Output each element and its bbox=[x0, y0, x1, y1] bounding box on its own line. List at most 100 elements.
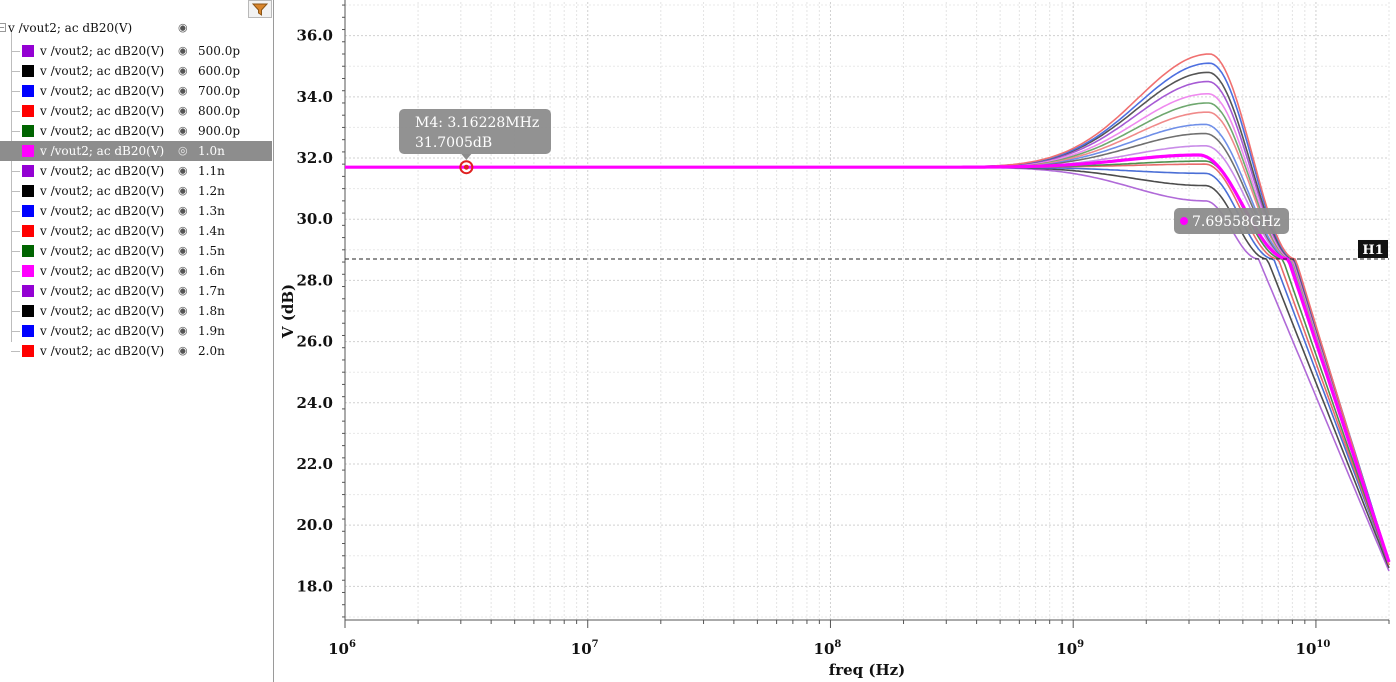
eye-icon[interactable]: ◉ bbox=[178, 204, 188, 217]
eye-icon[interactable]: ◉ bbox=[178, 224, 188, 237]
signal-label: v /vout2; ac dB20(V) bbox=[40, 284, 165, 298]
signal-row[interactable]: v /vout2; ac dB20(V) ◉ 1.7n bbox=[0, 281, 272, 301]
signal-group-label: v /vout2; ac dB20(V) bbox=[8, 21, 133, 35]
color-swatch bbox=[22, 65, 34, 77]
signal-row[interactable]: v /vout2; ac dB20(V) ◉ 1.5n bbox=[0, 241, 272, 261]
tree-branch bbox=[11, 211, 20, 212]
signal-value: 500.0p bbox=[198, 44, 241, 58]
x-tick-base: 10 bbox=[1056, 640, 1077, 658]
signal-value: 700.0p bbox=[198, 84, 241, 98]
x-tick-base: 10 bbox=[571, 640, 592, 658]
eye-icon[interactable]: ◎ bbox=[178, 144, 188, 157]
tree-branch bbox=[11, 171, 20, 172]
h1-tag-box[interactable] bbox=[1358, 239, 1388, 258]
color-swatch bbox=[22, 125, 34, 137]
eye-icon[interactable]: ◉ bbox=[178, 124, 188, 137]
signal-row[interactable]: v /vout2; ac dB20(V) ◉ 1.4n bbox=[0, 221, 272, 241]
eye-icon[interactable]: ◉ bbox=[178, 344, 188, 357]
eye-icon[interactable]: ◉ bbox=[178, 184, 188, 197]
x-tick-exponent: 9 bbox=[1077, 639, 1084, 650]
eye-icon[interactable]: ◉ bbox=[178, 44, 188, 57]
signal-row[interactable]: v /vout2; ac dB20(V) ◉ 1.6n bbox=[0, 261, 272, 281]
color-swatch bbox=[22, 325, 34, 337]
tree-branch bbox=[11, 71, 20, 72]
eye-icon[interactable]: ◉ bbox=[178, 104, 188, 117]
color-swatch bbox=[22, 225, 34, 237]
y-tick-label: 30.0 bbox=[296, 210, 333, 228]
eye-icon[interactable]: ◉ bbox=[178, 21, 188, 34]
signal-row[interactable]: v /vout2; ac dB20(V) ◉ 1.3n bbox=[0, 201, 272, 221]
y-tick-label: 18.0 bbox=[296, 577, 333, 595]
signal-row[interactable]: v /vout2; ac dB20(V) ◉ 700.0p bbox=[0, 81, 272, 101]
signal-value: 1.7n bbox=[198, 284, 225, 298]
marker-f3db-dot bbox=[1180, 217, 1188, 225]
signal-row[interactable]: v /vout2; ac dB20(V) ◉ 900.0p bbox=[0, 121, 272, 141]
signal-label: v /vout2; ac dB20(V) bbox=[40, 84, 165, 98]
x-tick-label: 107 bbox=[571, 639, 599, 658]
signal-value: 1.9n bbox=[198, 324, 225, 338]
signal-label: v /vout2; ac dB20(V) bbox=[40, 124, 165, 138]
signal-label: v /vout2; ac dB20(V) bbox=[40, 344, 165, 358]
tree-branch bbox=[11, 131, 20, 132]
eye-icon[interactable]: ◉ bbox=[178, 64, 188, 77]
x-tick-label: 108 bbox=[814, 639, 842, 658]
signal-row[interactable]: v /vout2; ac dB20(V) ◉ 1.9n bbox=[0, 321, 272, 341]
eye-icon[interactable]: ◉ bbox=[178, 324, 188, 337]
tree-branch bbox=[11, 271, 20, 272]
color-swatch bbox=[22, 85, 34, 97]
h1-tag-label: H1 bbox=[1362, 243, 1383, 258]
color-swatch bbox=[22, 145, 34, 157]
signal-label: v /vout2; ac dB20(V) bbox=[40, 144, 165, 158]
marker-m4-box[interactable] bbox=[399, 109, 551, 154]
tree-branch bbox=[11, 291, 20, 292]
signal-row[interactable]: v /vout2; ac dB20(V) ◉ 800.0p bbox=[0, 101, 272, 121]
signal-row[interactable]: v /vout2; ac dB20(V) ◉ 1.8n bbox=[0, 301, 272, 321]
marker-m4-point[interactable] bbox=[459, 160, 474, 175]
color-swatch bbox=[22, 205, 34, 217]
eye-icon[interactable]: ◉ bbox=[178, 84, 188, 97]
signal-value: 2.0n bbox=[198, 344, 225, 358]
tree-branch bbox=[11, 251, 20, 252]
signal-row[interactable]: v /vout2; ac dB20(V) ◉ 600.0p bbox=[0, 61, 272, 81]
eye-icon[interactable]: ◉ bbox=[178, 304, 188, 317]
signal-row[interactable]: v /vout2; ac dB20(V) ◎ 1.0n bbox=[0, 141, 272, 161]
eye-icon[interactable]: ◉ bbox=[178, 164, 188, 177]
eye-icon[interactable]: ◉ bbox=[178, 264, 188, 277]
x-tick-base: 10 bbox=[328, 640, 349, 658]
tree-line bbox=[11, 32, 12, 342]
signal-row[interactable]: v /vout2; ac dB20(V) ◉ 2.0n bbox=[0, 341, 272, 361]
y-tick-label: 22.0 bbox=[296, 455, 333, 473]
x-tick-exponent: 10 bbox=[1316, 639, 1330, 650]
signal-value: 1.6n bbox=[198, 264, 225, 278]
signal-label: v /vout2; ac dB20(V) bbox=[40, 324, 165, 338]
color-swatch bbox=[22, 245, 34, 257]
x-tick-label: 109 bbox=[1056, 639, 1084, 658]
marker-f3db-label: 7.69558GHz bbox=[1192, 214, 1281, 230]
marker-m4-pointer bbox=[461, 154, 472, 160]
tree-branch bbox=[11, 111, 20, 112]
waveform-browser-panel: − v /vout2; ac dB20(V) ◉ v /vout2; ac dB20(… bbox=[0, 0, 274, 682]
plot-area[interactable]: 18.0 20.0 22.0 24.0 26.0 28.0 30.0 32.0 34.0 36.0… bbox=[274, 0, 1396, 682]
eye-icon[interactable]: ◉ bbox=[178, 284, 188, 297]
signal-row[interactable]: v /vout2; ac dB20(V) ◉ 1.1n bbox=[0, 161, 272, 181]
marker-f3db-box[interactable] bbox=[1174, 208, 1289, 234]
tree-branch bbox=[11, 51, 20, 52]
signal-label: v /vout2; ac dB20(V) bbox=[40, 204, 165, 218]
signal-value: 1.3n bbox=[198, 204, 225, 218]
signal-label: v /vout2; ac dB20(V) bbox=[40, 164, 165, 178]
signal-group-row[interactable]: − v /vout2; ac dB20(V) ◉ bbox=[0, 18, 272, 38]
x-axis-label: freq (Hz) bbox=[829, 661, 906, 679]
signal-value: 600.0p bbox=[198, 64, 241, 78]
x-tick-base: 10 bbox=[1296, 640, 1317, 658]
filter-button[interactable] bbox=[248, 0, 272, 18]
signal-row[interactable]: v /vout2; ac dB20(V) ◉ 1.2n bbox=[0, 181, 272, 201]
signal-row[interactable]: v /vout2; ac dB20(V) ◉ 500.0p bbox=[0, 41, 272, 61]
collapse-icon[interactable]: − bbox=[0, 23, 6, 32]
y-tick-label: 24.0 bbox=[296, 394, 333, 412]
signal-label: v /vout2; ac dB20(V) bbox=[40, 184, 165, 198]
eye-icon[interactable]: ◉ bbox=[178, 244, 188, 257]
x-tick-exponent: 6 bbox=[349, 639, 356, 650]
y-tick-label: 34.0 bbox=[296, 88, 333, 106]
color-swatch bbox=[22, 305, 34, 317]
trace-1.0n[interactable] bbox=[345, 153, 1391, 563]
